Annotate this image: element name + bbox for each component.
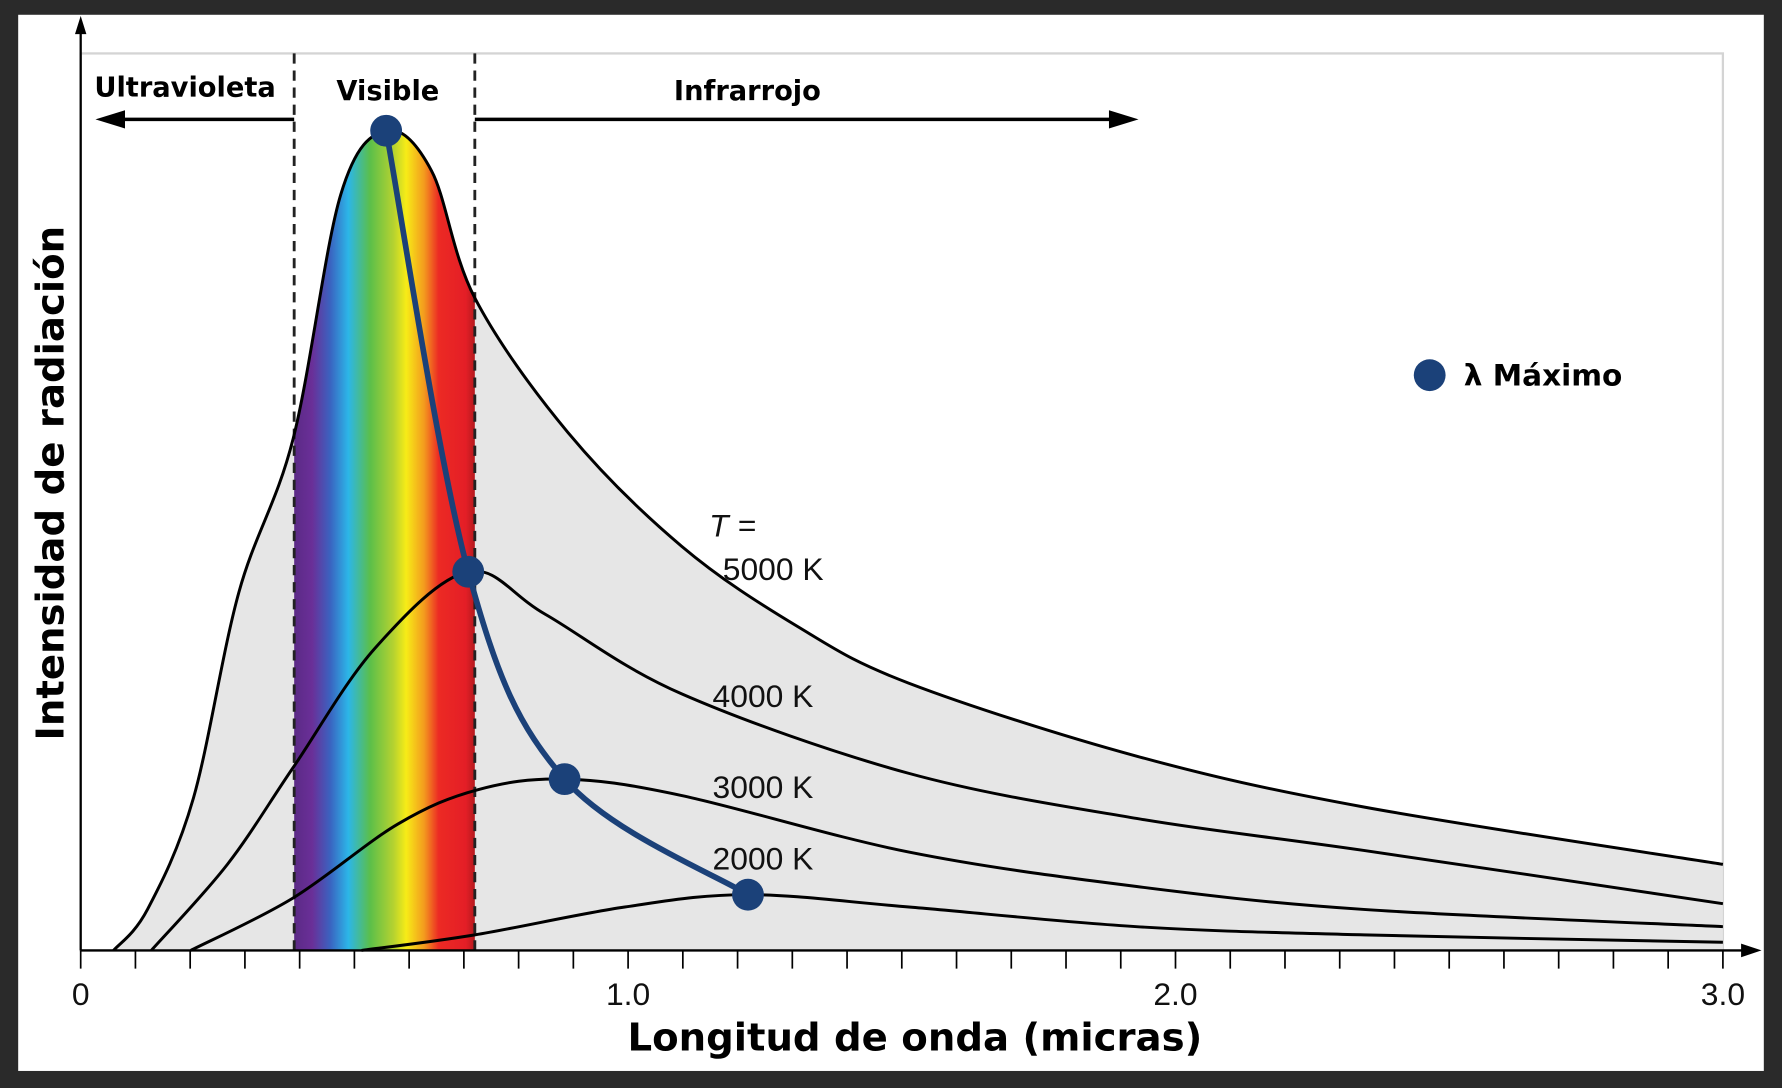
maxima-line <box>383 130 750 898</box>
legend-maxima-label: λ Máximo <box>1464 358 1623 392</box>
y-axis-title: Intensidad de radiación <box>29 226 74 741</box>
region-label-ultraviolet: Ultravioleta <box>94 73 275 104</box>
series-label-5000k: 5000 K <box>723 551 824 587</box>
maxima-point <box>732 878 764 911</box>
temperature-prefix: T = <box>709 508 756 544</box>
x-axis-arrow <box>1741 943 1762 958</box>
legend-maxima-marker <box>1413 359 1446 392</box>
x-tick-label: 2.0 <box>1153 976 1197 1012</box>
series-label-3000k: 3000 K <box>713 769 814 805</box>
area-fill-5000k <box>113 130 1723 951</box>
curve-2000k <box>361 893 1723 952</box>
maxima-point <box>548 763 581 796</box>
maxima-point <box>370 114 403 147</box>
curve-5000k <box>112 128 1724 952</box>
x-tick-label: 0 <box>72 976 90 1012</box>
curve-4000k <box>150 569 1724 952</box>
maxima-point <box>452 555 485 588</box>
region-label-visible: Visible <box>336 76 439 107</box>
curve-3000k <box>190 777 1723 952</box>
region-label-infrared: Infrarrojo <box>674 76 821 107</box>
x-tick-label: 1.0 <box>606 976 650 1012</box>
series-label-4000k: 4000 K <box>713 678 814 714</box>
ultraviolet-arrow-head <box>95 110 126 129</box>
y-axis-arrow <box>75 15 87 35</box>
infrared-arrow-head <box>1108 110 1139 129</box>
x-tick-label: 3.0 <box>1701 976 1745 1012</box>
series-label-2000k: 2000 K <box>713 841 814 877</box>
x-axis-title: Longitud de onda (micras) <box>627 1015 1202 1060</box>
